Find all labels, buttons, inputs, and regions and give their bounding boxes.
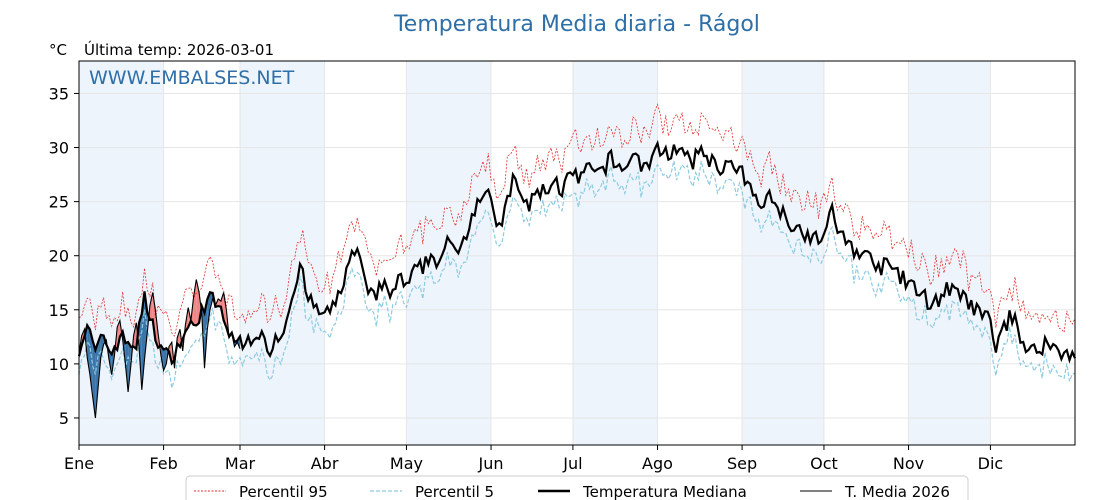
current-2026-line	[78, 279, 241, 419]
x-tick-label-Nov: Nov	[893, 454, 924, 473]
anomaly-fill-9	[103, 335, 107, 345]
y-tick-label-5: 5	[59, 409, 69, 428]
anomaly-fill-36	[177, 329, 180, 347]
anomaly-fill-26	[149, 292, 153, 320]
series-lines	[77, 103, 1077, 419]
x-tick-label-Ago: Ago	[642, 454, 673, 473]
anomaly-fill-18	[128, 341, 131, 392]
x-tick-label-Sep: Sep	[727, 454, 757, 473]
month-shade-2	[406, 61, 492, 445]
chart-title: Temperatura Media diaria - Rágol	[393, 12, 760, 37]
y-axis-unit: °C	[49, 41, 67, 59]
anomaly-fill-3	[87, 325, 90, 375]
x-tick-label-Abr: Abr	[311, 454, 339, 473]
legend-label-current: T. Media 2026	[844, 483, 950, 500]
y-tick-label-25: 25	[49, 193, 69, 212]
legend-label-median: Temperatura Mediana	[582, 483, 747, 500]
y-tick-label-20: 20	[49, 247, 69, 266]
median-temperature-line	[77, 139, 1077, 366]
anomaly-fill-6	[95, 342, 99, 418]
x-tick-label-Oct: Oct	[810, 454, 838, 473]
y-tick-label-35: 35	[49, 84, 69, 103]
x-tick-label-Jun: Jun	[478, 454, 504, 473]
plot-frame	[78, 60, 1076, 446]
y-tick-label-30: 30	[49, 139, 69, 158]
x-tick-label-Dic: Dic	[978, 454, 1004, 473]
month-shade-5	[908, 61, 991, 445]
watermark: WWW.EMBALSES.NET	[89, 67, 295, 89]
y-tick-label-15: 15	[49, 301, 69, 320]
percentile-5-line	[78, 160, 1076, 389]
month-shading	[79, 61, 991, 445]
anomaly-fill-42	[193, 279, 197, 326]
legend-label-p95: Percentil 95	[239, 483, 328, 500]
legend-box	[185, 475, 969, 500]
month-shade-3	[572, 61, 658, 445]
last-temp-label: Última temp: 2026-03-01	[84, 40, 274, 59]
y-tick-label-10: 10	[49, 355, 69, 374]
x-axis: Ene Feb Mar Abr May Jun Jul Ago Sep Oct Nov Dic	[64, 445, 1003, 473]
anomaly-fill-20	[133, 322, 137, 350]
x-tick-label-Feb: Feb	[149, 454, 177, 473]
legend: Percentil 95 Percentil 5 Temperatura Media…	[185, 475, 969, 500]
percentile-95-line	[78, 103, 1076, 337]
y-axis: 5 10 15 20 25 30 35	[49, 84, 79, 428]
legend-label-p5: Percentil 5	[415, 483, 494, 500]
month-shade-1	[239, 61, 325, 445]
month-shade-4	[742, 61, 824, 445]
x-tick-label-Mar: Mar	[225, 454, 256, 473]
x-tick-label-Ene: Ene	[64, 454, 94, 473]
x-tick-label-May: May	[390, 454, 423, 473]
x-tick-label-Jul: Jul	[562, 454, 582, 473]
